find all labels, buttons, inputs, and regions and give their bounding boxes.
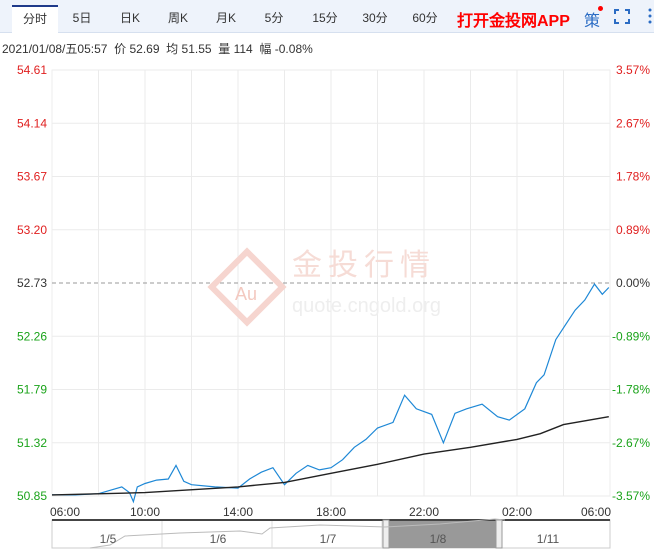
notification-dot <box>598 6 603 11</box>
watermark-url: quote.cngold.org <box>292 295 441 317</box>
pct-tick-label: -2.67% <box>612 436 650 450</box>
tab-7[interactable]: 30分 <box>362 11 388 25</box>
tab-2[interactable]: 日K <box>119 11 140 25</box>
quote-info-line: 2021/01/08/五05:57 价 52.69 均 51.55 量 114 … <box>2 40 313 57</box>
y-tick-label: 53.20 <box>17 223 47 237</box>
avg-label: 均 <box>166 42 179 56</box>
avg-value: 51.55 <box>181 42 212 56</box>
volume-label: 量 <box>218 42 231 56</box>
tab-8[interactable]: 60分 <box>412 11 438 25</box>
x-tick-label: 10:00 <box>130 505 160 519</box>
svg-text:Au: Au <box>235 284 257 304</box>
open-app-link[interactable]: 打开金投网APP <box>457 13 570 30</box>
y-tick-label: 51.32 <box>17 436 47 450</box>
pct-tick-label: -1.78% <box>612 383 650 397</box>
y-tick-label: 50.85 <box>17 489 47 503</box>
change-value: -0.08% <box>274 42 313 56</box>
price-value: 52.69 <box>129 42 160 56</box>
y-tick-label: 52.73 <box>17 276 47 290</box>
navigator-label: 1/8 <box>430 532 447 546</box>
strategy-button[interactable]: 策 <box>584 13 601 30</box>
pct-tick-label: 0.89% <box>616 223 650 237</box>
pct-tick-label: -0.89% <box>612 329 650 343</box>
x-tick-label: 06:00 <box>50 505 80 519</box>
tab-3[interactable]: 周K <box>167 11 188 25</box>
tab-6[interactable]: 15分 <box>312 11 338 25</box>
pct-tick-label: 3.57% <box>616 63 650 77</box>
watermark-logo: Au <box>207 247 287 327</box>
fullscreen-icon[interactable] <box>614 9 630 24</box>
y-tick-label: 54.61 <box>17 63 47 77</box>
navigator-label: 1/6 <box>210 532 227 546</box>
tab-0[interactable]: 分时 <box>12 5 58 33</box>
price-line <box>52 283 610 504</box>
navigator-label: 1/5 <box>100 532 117 546</box>
price-label: 价 <box>114 42 127 56</box>
navigator-minimap-line <box>89 518 506 549</box>
y-tick-label: 54.14 <box>17 116 47 130</box>
pct-tick-label: 0.00% <box>616 276 650 290</box>
tab-5[interactable]: 5分 <box>264 11 284 25</box>
watermark-text: 金投行情 <box>292 249 436 282</box>
x-tick-label: 02:00 <box>502 505 532 519</box>
pct-tick-label: 2.67% <box>616 116 650 130</box>
navigator-handle-left[interactable] <box>382 519 390 549</box>
x-tick-label: 06:00 <box>581 505 611 519</box>
y-tick-label: 53.67 <box>17 170 47 184</box>
more-icon[interactable] <box>648 6 652 26</box>
y-tick-label: 52.26 <box>17 329 47 343</box>
x-tick-label: 22:00 <box>409 505 439 519</box>
y-tick-label: 51.79 <box>17 383 47 397</box>
pct-tick-label: -3.57% <box>612 489 650 503</box>
navigator <box>51 519 611 549</box>
average-line <box>51 416 609 496</box>
pct-tick-label: 1.78% <box>616 170 650 184</box>
change-label: 幅 <box>259 42 272 56</box>
volume-value: 114 <box>233 42 253 56</box>
navigator-label: 1/11 <box>537 532 560 546</box>
tab-4[interactable]: 月K <box>215 11 236 25</box>
x-tick-label: 18:00 <box>316 505 346 519</box>
x-tick-label: 14:00 <box>223 505 253 519</box>
tab-1[interactable]: 5日 <box>72 11 92 25</box>
navigator-label: 1/7 <box>320 532 337 546</box>
navigator-handle-right[interactable] <box>495 519 503 549</box>
datetime: 2021/01/08/五05:57 <box>2 42 108 56</box>
period-tab-bar: 分时 5日 日K 周K 月K 5分 15分 30分 60分 <box>0 0 654 33</box>
